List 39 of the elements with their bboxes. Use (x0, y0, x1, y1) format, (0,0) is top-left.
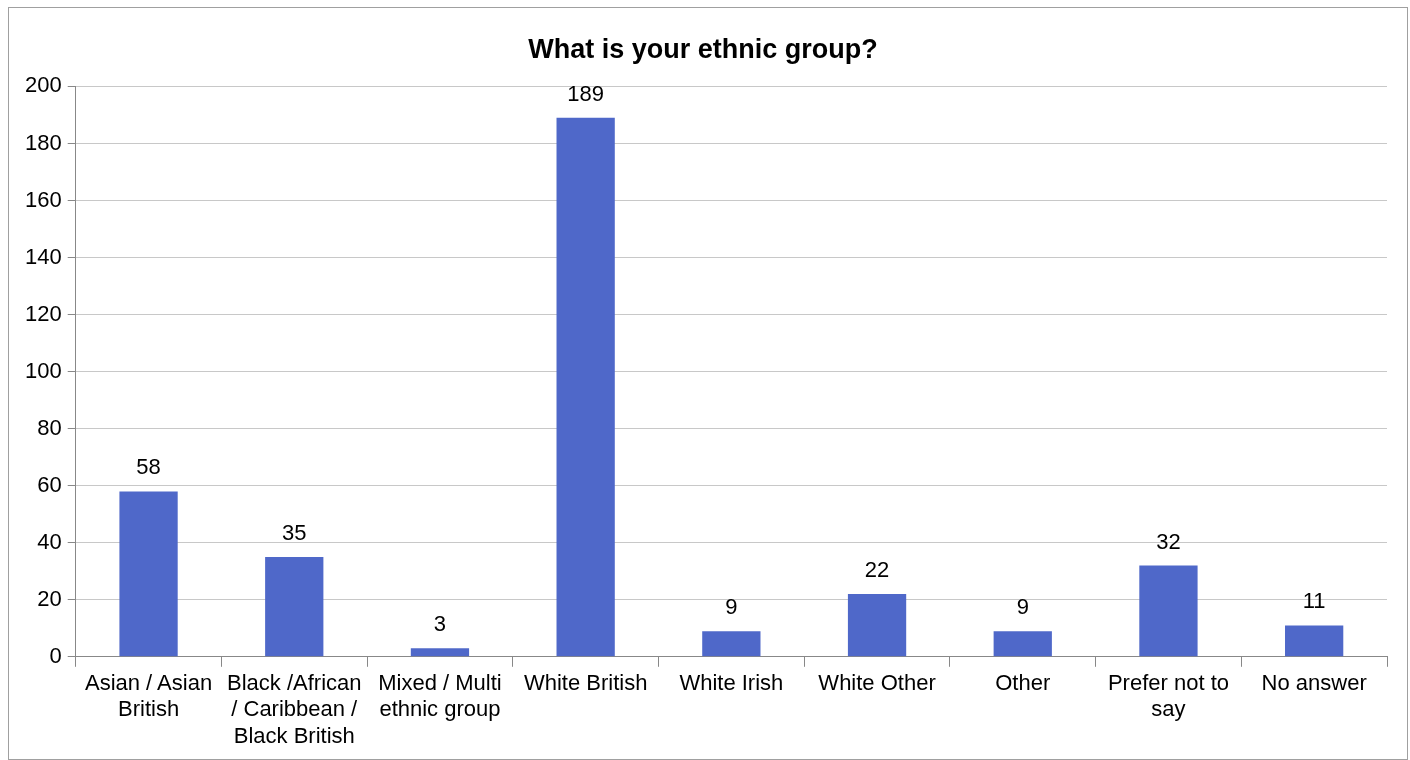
x-tick-label: Asian / Asian British (84, 670, 213, 722)
data-label: 11 (1302, 588, 1326, 614)
bar (556, 117, 615, 657)
x-tick-label: White Other (818, 670, 936, 696)
bar (847, 594, 907, 657)
bar (702, 631, 761, 657)
x-tick-label: Other (995, 670, 1051, 696)
bar (410, 648, 470, 657)
data-label: 58 (136, 454, 161, 480)
y-tick-label: 180 (24, 129, 62, 155)
chart-title: What is your ethnic group? (528, 33, 878, 64)
bar (1139, 565, 1198, 657)
y-tick-label: 60 (37, 471, 62, 497)
y-tick-label: 0 (49, 642, 62, 668)
y-tick-label: 160 (24, 186, 62, 212)
y-tick-label: 140 (24, 243, 62, 269)
bar (1285, 625, 1344, 657)
x-tick-label: White British (523, 670, 648, 696)
y-tick-label: 100 (24, 357, 62, 383)
x-tick-label: Black /African / Caribbean / Black British (227, 670, 362, 748)
data-label: 189 (567, 80, 605, 106)
data-label: 9 (725, 594, 738, 620)
y-tick-label: 40 (37, 528, 62, 554)
x-tick-label: Mixed / Multi ethnic group (378, 670, 502, 722)
x-tick-label: No answer (1261, 670, 1367, 696)
bar (119, 491, 178, 657)
data-label: 22 (864, 557, 890, 583)
y-tick-label: 200 (24, 72, 62, 98)
bar (993, 631, 1052, 657)
x-tick-label: White Irish (679, 670, 784, 696)
y-tick-label: 80 (37, 414, 62, 440)
bar (265, 556, 324, 657)
data-label: 3 (433, 611, 447, 637)
y-tick-label: 120 (24, 300, 62, 326)
data-label: 32 (1156, 528, 1181, 554)
x-tick-label: Prefer not to say (1107, 670, 1229, 722)
data-label: 35 (282, 520, 307, 546)
y-tick-label: 20 (37, 585, 62, 611)
data-label: 9 (1016, 594, 1029, 620)
